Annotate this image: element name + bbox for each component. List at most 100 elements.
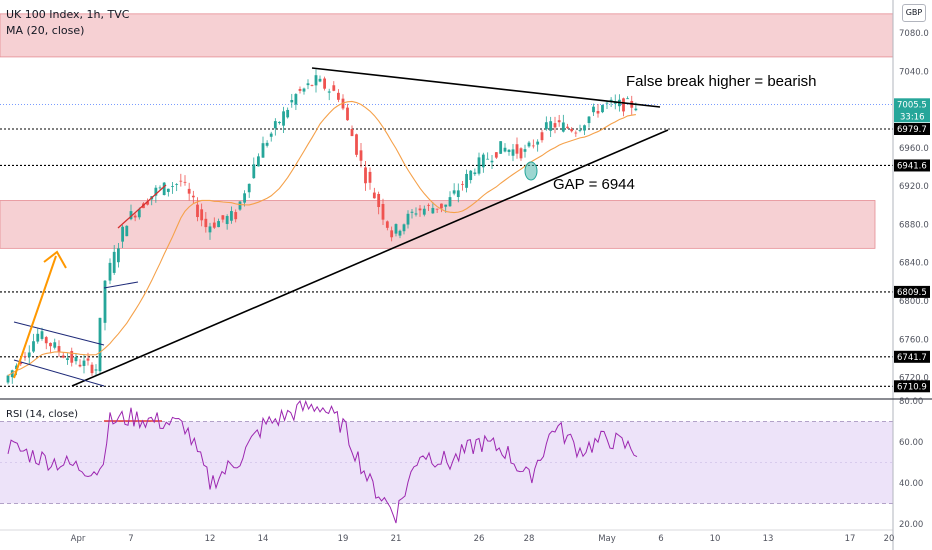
candle [346, 103, 349, 121]
candle-body [86, 358, 90, 361]
price-tick-label: 6920.0 [899, 182, 929, 192]
candle-body [499, 141, 503, 154]
candle-body [626, 98, 630, 100]
symbol-legend[interactable]: UK 100 Index, 1h, TVC [6, 8, 130, 21]
candle [626, 96, 630, 100]
candle [515, 137, 519, 159]
candle [273, 118, 277, 136]
candle-body [200, 209, 204, 221]
candle [630, 95, 634, 115]
candle [381, 198, 385, 226]
candle [622, 97, 625, 117]
candle-body [486, 158, 490, 160]
candle [252, 157, 256, 179]
candle-body [6, 375, 10, 383]
candle [257, 153, 260, 167]
candle [61, 352, 65, 359]
candle [98, 317, 102, 374]
candle [221, 214, 225, 223]
candle-body [57, 346, 61, 352]
candle-body [402, 224, 406, 232]
candle-body [557, 120, 561, 123]
candle-body [368, 171, 372, 183]
time-tick-label: 6 [658, 534, 663, 544]
candle-body [49, 342, 52, 347]
candle [583, 124, 586, 135]
candle-body [377, 193, 381, 208]
currency-badge[interactable]: GBP [902, 4, 926, 22]
indicator-legend[interactable]: MA (20, close) [6, 24, 85, 37]
candle [418, 205, 422, 217]
candle-body [90, 364, 94, 374]
candle [536, 139, 540, 152]
candle-body [359, 150, 363, 161]
candle-body [503, 147, 507, 152]
time-tick-label: 28 [524, 534, 535, 544]
candle [290, 93, 294, 108]
candle [398, 229, 402, 239]
candle [278, 121, 281, 125]
gap-marker [524, 161, 538, 181]
channel-line [13, 359, 105, 387]
candle [230, 206, 233, 224]
candle-body [183, 181, 187, 183]
candle-body [230, 211, 233, 221]
candle [359, 143, 363, 168]
candle-body [414, 213, 418, 215]
candle-body [117, 248, 120, 263]
candle [112, 245, 116, 275]
candle-body [523, 149, 527, 152]
candle-body [473, 172, 477, 175]
price-level-tag-text: 6741.7 [897, 353, 927, 363]
candle [469, 170, 473, 184]
rsi-line [7, 399, 638, 524]
price-tick-label: 6880.0 [899, 220, 929, 230]
candle-body [257, 156, 260, 167]
candle [234, 209, 238, 223]
candle [44, 335, 48, 350]
price-level-tag [894, 98, 930, 123]
time-tick-label: May [598, 534, 616, 544]
rsi-legend[interactable]: RSI (14, close) [6, 409, 79, 420]
channel-line [103, 281, 139, 289]
candle [394, 223, 398, 237]
candle [527, 140, 531, 148]
candle-body [310, 85, 314, 86]
candle-body [133, 215, 137, 218]
candle-body [112, 251, 116, 273]
candle-body [385, 221, 389, 228]
candle-body [125, 225, 129, 237]
candle-body [549, 121, 553, 131]
candle [49, 342, 52, 354]
channel-line [13, 321, 105, 346]
candle-body [53, 342, 57, 348]
candle-body [204, 218, 208, 228]
candle [605, 101, 609, 109]
candle [196, 197, 199, 222]
candle-body [494, 152, 498, 158]
candle-body [592, 106, 595, 113]
candle [332, 81, 336, 92]
candle [162, 181, 166, 196]
candle-body [574, 132, 578, 134]
candle [217, 218, 220, 228]
candle-body [323, 78, 326, 89]
candle-body [553, 123, 557, 128]
candle-body [390, 230, 394, 238]
candle-body [15, 365, 18, 370]
candle [200, 203, 204, 227]
candle-body [261, 143, 265, 158]
candle [448, 191, 452, 207]
candle-body [601, 105, 604, 113]
candle [269, 131, 273, 142]
candle-body [410, 211, 414, 213]
candle-body [212, 222, 216, 228]
candle-body [515, 144, 519, 154]
candle-body [294, 94, 298, 105]
candle [90, 362, 94, 376]
candle [261, 136, 265, 158]
candle-body [477, 157, 481, 174]
candle-body [221, 215, 225, 220]
candle [179, 173, 183, 187]
